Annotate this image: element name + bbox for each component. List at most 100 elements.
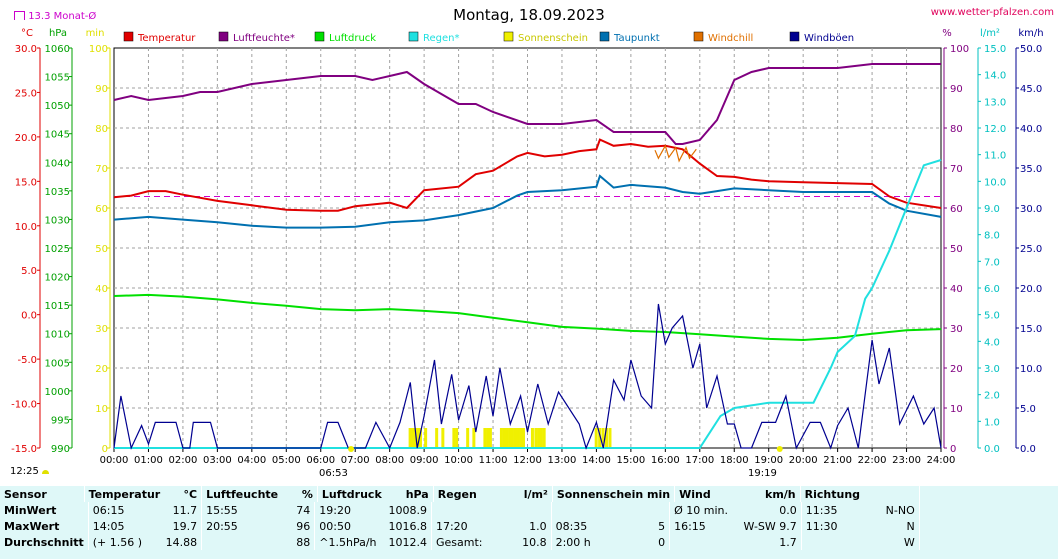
x-tick-label: 05:00 xyxy=(272,455,301,466)
sunshine-bar xyxy=(594,428,598,448)
pct-tick-label: 70 xyxy=(950,164,963,175)
sunset-value: 19:19 xyxy=(748,468,777,479)
sunset-label: 19:19 xyxy=(748,468,777,479)
sunshine-bar xyxy=(408,428,412,448)
legend-swatch xyxy=(314,31,325,42)
c-tick-label: -10.0 xyxy=(11,400,37,411)
x-tick-label: 19:00 xyxy=(754,455,783,466)
lm2-tick-label: 0.0 xyxy=(984,444,1000,455)
sunshine-bar xyxy=(418,428,422,448)
lm2-tick-label: 1.0 xyxy=(984,417,1000,428)
lm2-tick-label: 13.0 xyxy=(984,97,1006,108)
c-tick-label: 10.0 xyxy=(15,222,37,233)
sunshine-bar xyxy=(411,428,415,448)
sunshine-bar xyxy=(539,428,543,448)
lm2-tick-label: 6.0 xyxy=(984,284,1000,295)
x-tick-label: 24:00 xyxy=(927,455,956,466)
x-tick-label: 04:00 xyxy=(237,455,266,466)
temperature-line xyxy=(113,138,942,212)
sunshine-bar xyxy=(483,428,487,448)
stats-cell-s-val: 0 xyxy=(658,535,666,549)
x-tick-label: 21:00 xyxy=(823,455,852,466)
x-tick-label: 09:00 xyxy=(410,455,439,466)
c-tick-label: -15.0 xyxy=(11,444,37,455)
legend-label: Windböen xyxy=(804,33,854,44)
lm2-tick-label: 2.0 xyxy=(984,391,1000,402)
lm2-tick-label: 14.0 xyxy=(984,71,1006,82)
stats-cell-r-val: 10.8 xyxy=(522,535,547,549)
min-tick-label: 30 xyxy=(95,324,108,335)
kmh-tick-label: 45.0 xyxy=(1020,84,1042,95)
stats-cell-d-val: N-NO xyxy=(885,503,915,517)
stats-cell-blank xyxy=(918,502,1058,518)
unit-min-label: min xyxy=(86,28,105,39)
c-tick-label: 0.0 xyxy=(21,311,37,322)
stats-header-temp: Temperatur xyxy=(83,486,165,502)
x-tick-label: 17:00 xyxy=(685,455,714,466)
chart-title: Montag, 18.09.2023 xyxy=(453,6,605,24)
hpa-tick-label: 1000 xyxy=(45,387,70,398)
sunshine-bar xyxy=(510,428,514,448)
min-tick-label: 100 xyxy=(89,44,108,55)
stats-header-blank xyxy=(918,486,1058,502)
hpa-tick-label: 1020 xyxy=(45,273,70,284)
min-tick-label: 60 xyxy=(95,204,108,215)
stats-cell-r-time: 17:20 xyxy=(430,518,500,534)
legend-swatch xyxy=(123,31,134,42)
x-tick-label: 00:00 xyxy=(100,455,129,466)
stats-header-hum-unit: % xyxy=(301,487,313,501)
x-tick-label: 16:00 xyxy=(651,455,680,466)
site-url[interactable]: www.wetter-pfalzen.com xyxy=(930,7,1054,18)
x-tick-label: 01:00 xyxy=(134,455,163,466)
c-tick-label: -5.0 xyxy=(17,355,37,366)
kmh-tick-label: 20.0 xyxy=(1020,284,1042,295)
sunshine-bar xyxy=(452,428,456,448)
sun-icon xyxy=(42,470,50,474)
humidity-line xyxy=(113,63,941,145)
lm2-tick-label: 9.0 xyxy=(984,204,1000,215)
x-tick-label: 18:00 xyxy=(720,455,749,466)
pressure-line xyxy=(113,293,942,342)
min-tick-label: 70 xyxy=(95,164,108,175)
sunshine-bar xyxy=(466,428,470,448)
stats-cell-blank xyxy=(918,518,1058,534)
legend-swatch xyxy=(599,31,610,42)
legend-label: Sonnenschein xyxy=(518,33,588,44)
windchill-line xyxy=(654,144,697,163)
stats-cell-d-val: W xyxy=(903,535,915,549)
stats-header-dir: Richtung xyxy=(799,486,865,502)
unit-pct-label: % xyxy=(942,28,952,39)
sunshine-bar xyxy=(416,428,420,448)
sunshine-bar xyxy=(441,428,445,448)
sunshine-bar xyxy=(601,428,605,448)
stats-header-press: Luftdruck xyxy=(316,486,386,502)
sunshine-bar xyxy=(508,428,512,448)
c-tick-label: 20.0 xyxy=(15,133,37,144)
x-tick-label: 15:00 xyxy=(616,455,645,466)
x-tick-label: 11:00 xyxy=(479,455,508,466)
hpa-tick-label: 1055 xyxy=(45,73,70,84)
stats-header-press-unit: hPa xyxy=(405,487,429,501)
chart-grid xyxy=(113,47,942,449)
hpa-tick-label: 1045 xyxy=(45,130,70,141)
hpa-tick-label: 995 xyxy=(51,415,70,426)
hpa-tick-label: 990 xyxy=(51,444,70,455)
monthly-average-label: 13.3 Monat-Ø xyxy=(14,11,96,22)
hpa-tick-label: 1010 xyxy=(45,330,70,341)
stats-cell-h-val: 96 xyxy=(296,519,311,533)
sunshine-bar xyxy=(486,428,490,448)
legend-swatch xyxy=(789,31,800,42)
kmh-tick-label: 25.0 xyxy=(1020,244,1042,255)
stats-cell-d-time xyxy=(800,534,863,550)
stats-cell-h-time xyxy=(201,534,287,550)
stats-cell-d-val: N xyxy=(906,519,915,533)
min-tick-label: 50 xyxy=(95,244,108,255)
chart-axes: 00:00 01:00 02:00 03:00 04:00 05:00 06:00 07:00… xyxy=(11,28,1044,466)
statistics-table: Sensor Temperatur °C Luftfeuchte % Luftd… xyxy=(0,486,1058,559)
legend-swatch xyxy=(693,31,704,42)
stats-cell-h-time: 15:55 xyxy=(201,502,287,518)
legend-label: Luftfeuchte* xyxy=(233,33,295,44)
x-tick-label: 13:00 xyxy=(548,455,577,466)
c-tick-label: 15.0 xyxy=(15,177,37,188)
sunshine-bar xyxy=(516,428,520,448)
